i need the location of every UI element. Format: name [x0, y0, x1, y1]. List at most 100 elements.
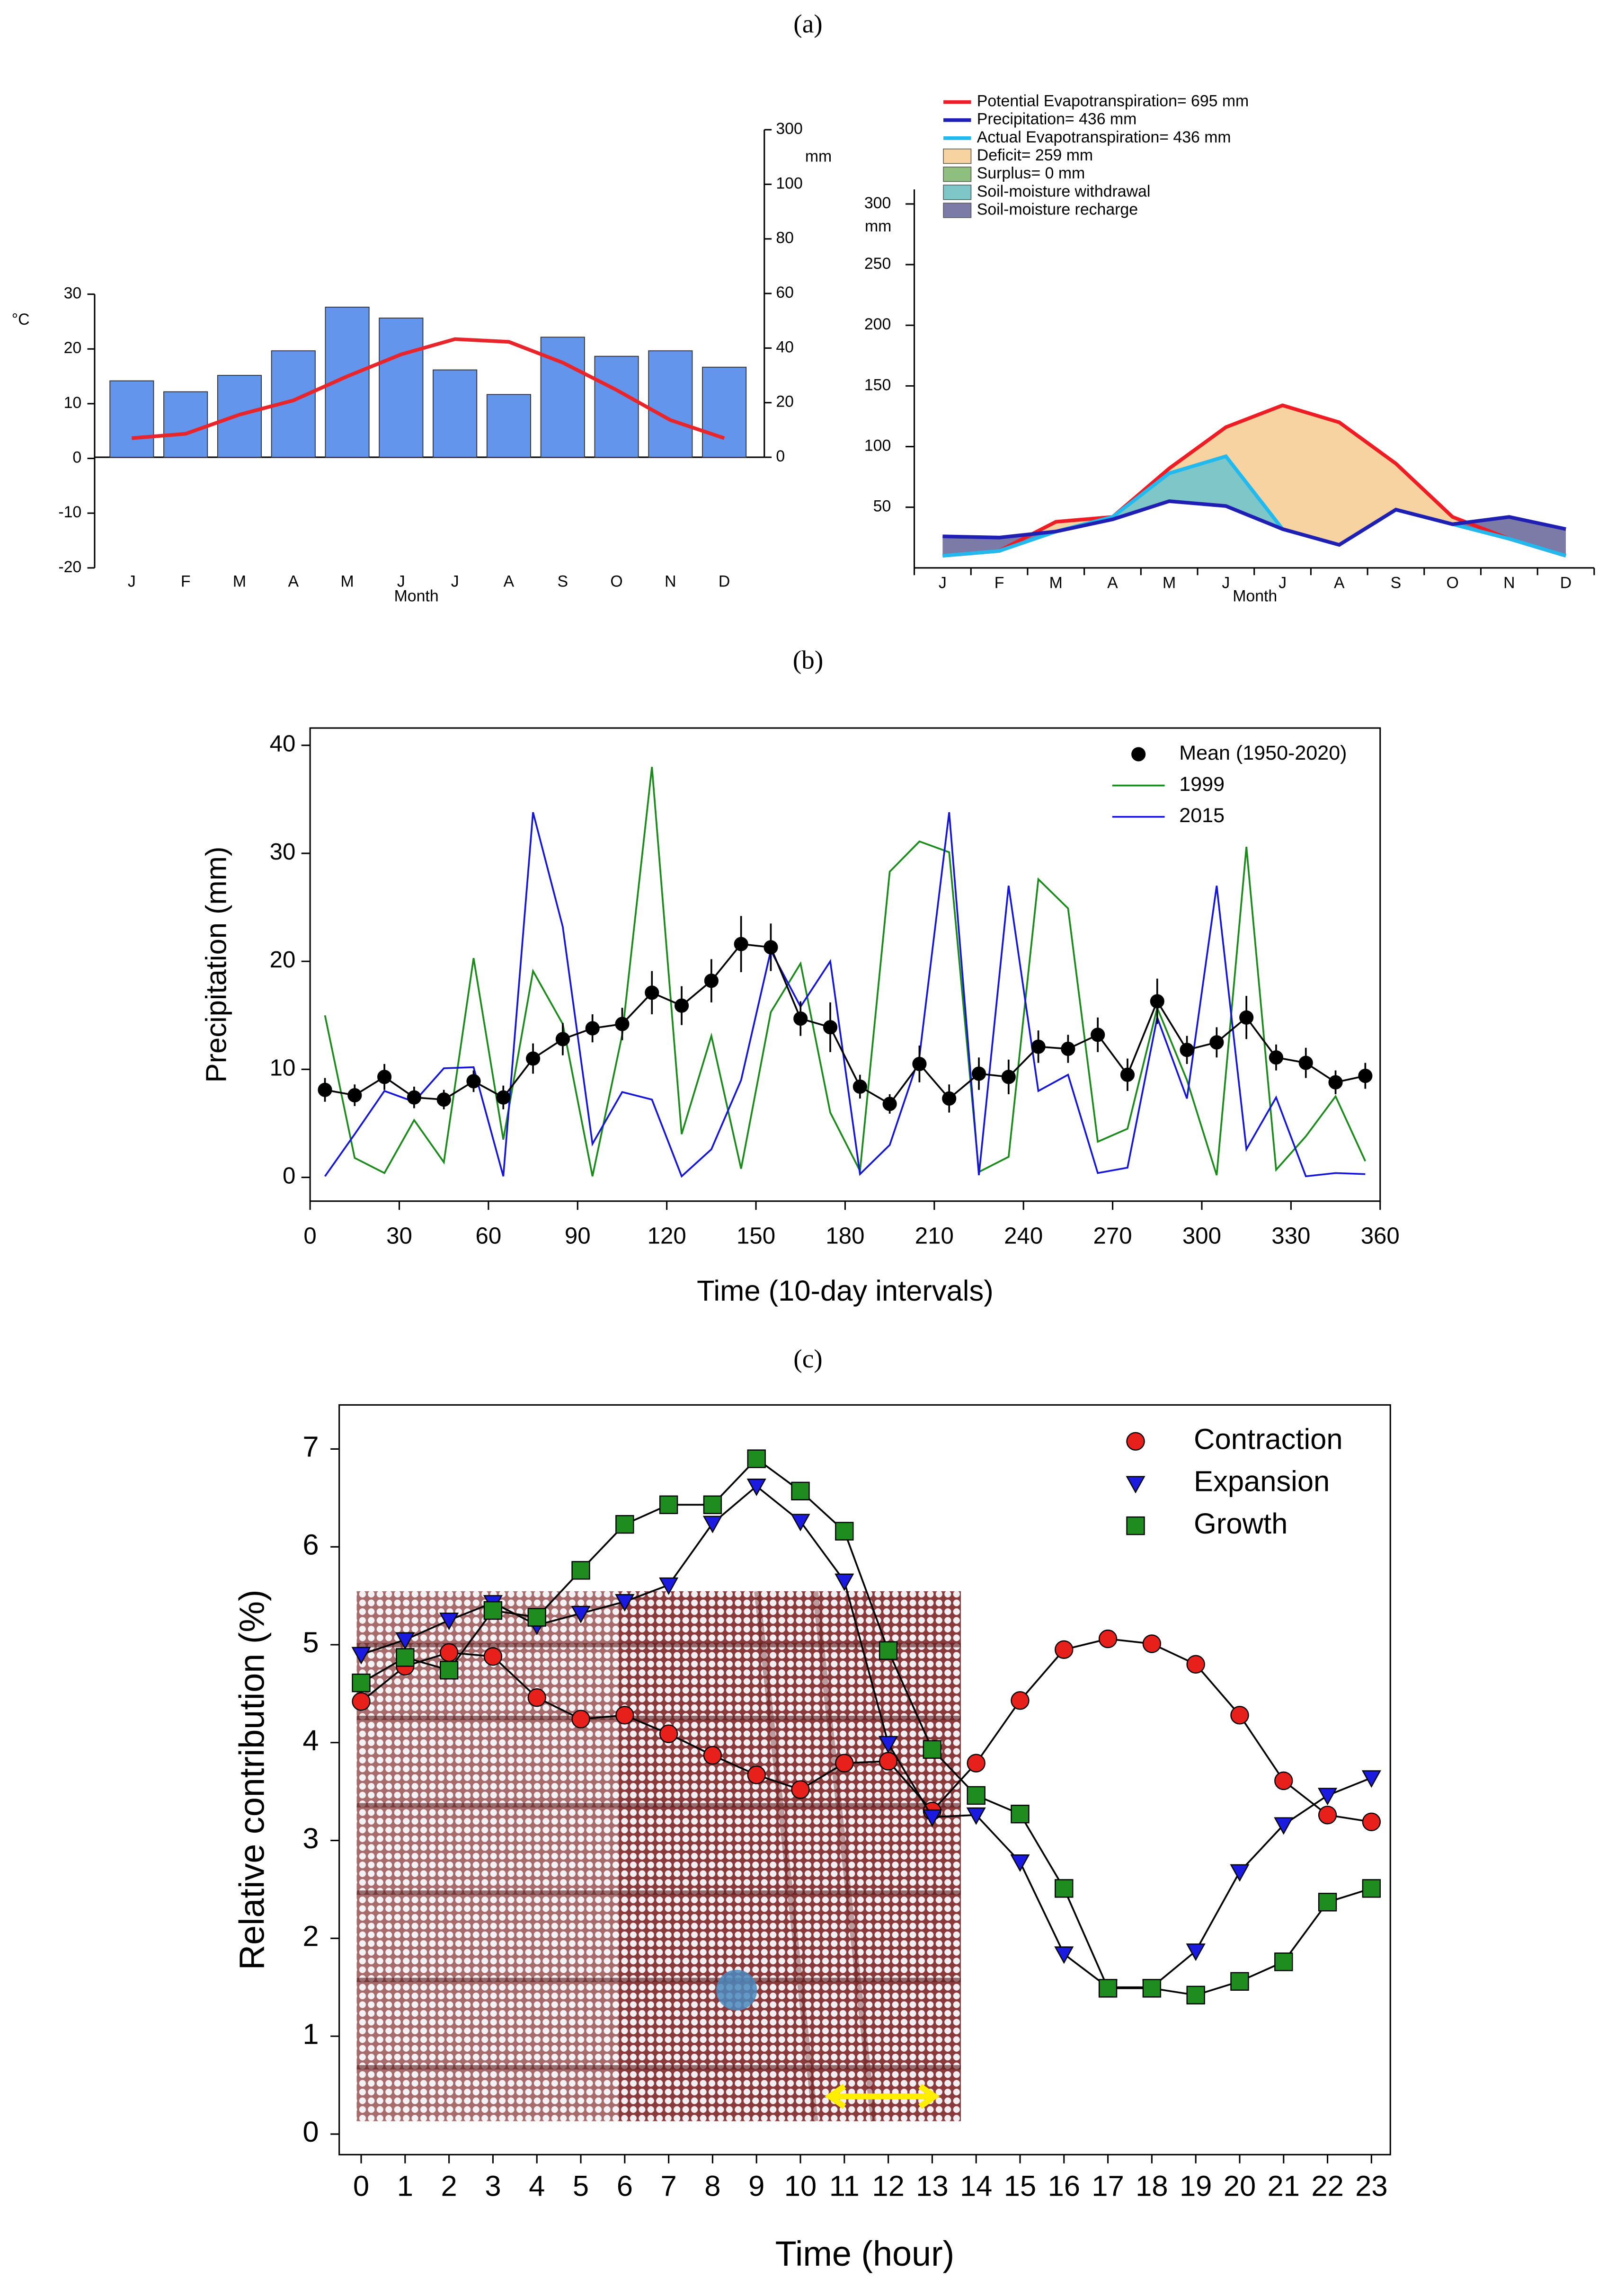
legend-label: Contraction: [1194, 1423, 1343, 1455]
x-tick-label: D: [1560, 574, 1572, 592]
marker: [1186, 1655, 1205, 1674]
marker: [835, 1522, 854, 1541]
marker: [1098, 1979, 1118, 1998]
x-tick-label: 5: [573, 2170, 589, 2202]
marker: [1274, 1952, 1293, 1971]
marker: [1318, 1893, 1337, 1912]
y-tick-label: 50: [873, 497, 891, 515]
y-tick-label: 40: [270, 731, 296, 757]
x-tick-label: 17: [1092, 2170, 1124, 2202]
x-tick-label: 9: [748, 2170, 764, 2202]
marker: [377, 1070, 392, 1084]
y2-axis-label: mm: [805, 147, 832, 165]
x-tick-label: 14: [960, 2170, 992, 2202]
x-tick-label: A: [1107, 574, 1118, 592]
x-tick-label: 30: [386, 1223, 412, 1249]
marker: [703, 1495, 722, 1514]
marker: [764, 940, 778, 955]
marker: [1142, 1979, 1162, 1998]
marker: [645, 985, 659, 1000]
marker: [659, 1577, 679, 1595]
marker: [1209, 1035, 1224, 1050]
marker: [746, 1478, 766, 1496]
marker: [571, 1710, 590, 1729]
marker: [496, 1090, 511, 1105]
y-tick-label: 0: [302, 2116, 319, 2148]
x-tick-label: 18: [1136, 2170, 1168, 2202]
marker: [702, 1516, 722, 1534]
marker: [942, 1091, 957, 1106]
marker: [483, 1601, 503, 1620]
marker: [352, 1692, 371, 1711]
x-tick-label: J: [1222, 574, 1230, 592]
x-tick-label: A: [288, 573, 299, 591]
marker: [615, 1515, 634, 1534]
y-tick-label: 4: [302, 1724, 319, 1757]
legend-swatch: [943, 167, 972, 182]
marker: [882, 1097, 897, 1111]
y2-tick-label: 40: [776, 338, 794, 356]
x-tick-label: 4: [529, 2170, 545, 2202]
x-tick-label: S: [1391, 574, 1402, 592]
marker: [1358, 1068, 1373, 1083]
legend-label: Actual Evapotranspiration= 436 mm: [977, 128, 1231, 146]
y2-tick-label: 0: [776, 447, 785, 465]
marker: [1120, 1067, 1135, 1082]
marker: [1061, 1041, 1075, 1056]
marker: [1362, 1812, 1381, 1831]
series-line: [325, 943, 1366, 1105]
x-tick-label: N: [1503, 574, 1515, 592]
x-tick-label: M: [1163, 574, 1176, 592]
y-tick-label: 2: [302, 1920, 319, 1953]
panel-label: (c): [793, 1344, 822, 1373]
y-tick-label: 7: [302, 1431, 319, 1463]
marker: [835, 1573, 854, 1591]
x-tick-label: 240: [1004, 1223, 1043, 1249]
marker: [439, 1613, 459, 1631]
x-tick-label: 90: [565, 1223, 591, 1249]
marker: [1150, 994, 1164, 1009]
y-tick-label: 150: [864, 376, 891, 394]
marker: [1362, 1879, 1381, 1898]
y-tick-label: 3: [302, 1822, 319, 1855]
y-tick-label: 10: [270, 1055, 296, 1081]
x-tick-label: F: [181, 573, 191, 591]
x-tick-label: 10: [784, 2170, 817, 2202]
x-tick-label: J: [397, 573, 405, 591]
marker: [1010, 1854, 1030, 1872]
micrograph-inset: [356, 1591, 961, 2122]
marker: [1298, 1055, 1313, 1070]
x-tick-label: 2: [441, 2170, 457, 2202]
x-axis-label: Month: [394, 587, 439, 605]
y2-tick-label: 20: [776, 393, 794, 411]
marker: [351, 1647, 371, 1665]
y-tick-label: 5: [302, 1626, 319, 1659]
series-line: [360, 1638, 1372, 1823]
legend-label: Soil-moisture withdrawal: [977, 182, 1151, 200]
y-tick-label: 6: [302, 1528, 319, 1561]
marker: [823, 1020, 838, 1035]
x-tick-label: 300: [1182, 1223, 1221, 1249]
legend-label: 2015: [1179, 804, 1225, 827]
marker: [1126, 1476, 1145, 1494]
marker: [923, 1740, 942, 1759]
legend-swatch: [943, 148, 972, 164]
marker: [1131, 747, 1146, 762]
bar: [433, 369, 478, 458]
x-tick-label: 8: [704, 2170, 720, 2202]
marker: [793, 1011, 808, 1026]
x-tick-label: 330: [1271, 1223, 1310, 1249]
marker: [790, 1514, 810, 1532]
marker: [396, 1648, 415, 1667]
panel-label: (b): [793, 645, 824, 674]
marker: [1011, 1691, 1030, 1710]
x-tick-label: 21: [1268, 2170, 1300, 2202]
marker: [1239, 1010, 1254, 1025]
bar: [163, 391, 208, 458]
legend-label: Expansion: [1194, 1465, 1330, 1498]
y-tick-label: 20: [64, 339, 82, 357]
x-axis-label: Time (hour): [775, 2234, 955, 2273]
marker: [1142, 1634, 1162, 1653]
temperature-line: [132, 337, 725, 440]
